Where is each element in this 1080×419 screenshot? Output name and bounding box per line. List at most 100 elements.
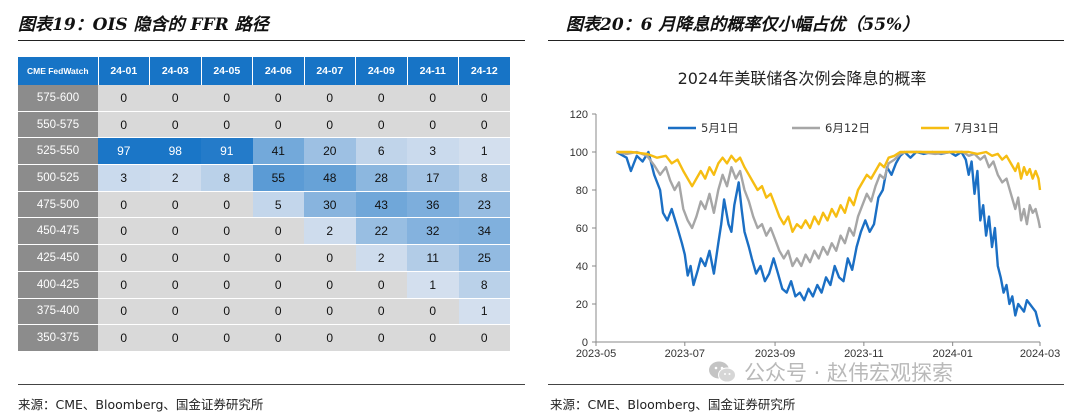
- table-header-row: CME FedWatch 24-01 24-03 24-05 24-06 24-07 24-…: [18, 57, 511, 85]
- probability-cell: 5: [252, 191, 304, 219]
- ffr-heatmap-table-wrap: CME FedWatch 24-01 24-03 24-05 24-06 24-07 24-…: [18, 57, 511, 352]
- probability-cell: 2: [304, 217, 356, 246]
- column-header-cell: 24-07: [304, 57, 356, 85]
- watermark: 公众号 · 赵伟宏观探索: [708, 357, 953, 387]
- probability-cell: 0: [98, 191, 150, 219]
- probability-cell: 36: [407, 191, 459, 219]
- chart-legend: 5月1日 6月12日 7月31日: [668, 121, 999, 135]
- probability-cell: 0: [304, 298, 356, 326]
- row-header-cell: 350-375: [18, 324, 98, 352]
- probability-cell: 0: [149, 111, 201, 139]
- probability-cell: 0: [252, 217, 304, 246]
- right-source-note: 来源：CME、Bloomberg、国金证券研究所: [550, 397, 796, 412]
- row-header-cell: 425-450: [18, 244, 98, 272]
- probability-cell: 1: [407, 271, 459, 299]
- table-row: 350-375 0 0 0 0 0 0 0 0: [18, 324, 510, 352]
- column-header-cell: 24-09: [355, 57, 408, 85]
- probability-cell: 0: [304, 324, 356, 352]
- y-tick-label: 120: [570, 109, 588, 121]
- left-source-rule: [18, 384, 525, 385]
- x-tick-label: 2024-01: [932, 348, 972, 357]
- probability-cell: 0: [201, 191, 253, 219]
- right-figure-title: 图表20：6 月降息的概率仅小幅占优（55%）: [566, 15, 920, 35]
- column-header-cell: 24-05: [201, 57, 253, 85]
- y-tick-label: 40: [576, 261, 588, 273]
- y-tick-label: 60: [576, 223, 588, 235]
- x-tick-label: 2024-03: [1020, 348, 1060, 357]
- wechat-icon: [708, 360, 736, 384]
- column-header-cell: 24-06: [252, 57, 305, 85]
- x-tick-label: 2023-05: [576, 348, 616, 357]
- probability-cell: 25: [458, 244, 510, 272]
- probability-cell: 32: [407, 217, 459, 246]
- probability-cell: 55: [252, 164, 304, 192]
- table-row: 575-600 0 0 0 0 0 0 0 0: [18, 85, 510, 112]
- probability-cell: 0: [407, 85, 459, 112]
- probability-cell: 8: [458, 164, 510, 192]
- probability-cell: 0: [149, 244, 201, 272]
- probability-cell: 3: [407, 137, 459, 166]
- probability-cell: 0: [201, 324, 253, 352]
- probability-cell: 0: [304, 85, 356, 112]
- column-header-cell: 24-01: [98, 57, 150, 85]
- probability-cell: 0: [98, 324, 150, 352]
- x-tick-label: 2023-11: [844, 348, 884, 357]
- left-source-note: 来源：CME、Bloomberg、国金证券研究所: [18, 397, 264, 412]
- probability-cell: 0: [201, 217, 253, 246]
- probability-cell: 30: [304, 191, 356, 219]
- legend-label: 7月31日: [954, 121, 999, 135]
- probability-cell: 1: [458, 298, 510, 326]
- probability-cell: 0: [355, 271, 407, 299]
- probability-cell: 91: [201, 137, 253, 166]
- rate-cut-probability-line-chart: 2024年美联储各次例会降息的概率 5月1日 6月12日 7月31日 0 20 40 60…: [570, 69, 1061, 357]
- probability-cell: 0: [458, 324, 510, 352]
- row-header-cell: 450-475: [18, 217, 98, 246]
- probability-cell: 0: [304, 111, 356, 139]
- column-header-cell: 24-12: [458, 57, 511, 85]
- x-tick-label: 2023-07: [665, 348, 705, 357]
- series-line: [615, 150, 1042, 328]
- probability-cell: 0: [98, 271, 150, 299]
- table-row: 550-575 0 0 0 0 0 0 0 0: [18, 111, 510, 139]
- probability-cell: 8: [458, 271, 510, 299]
- ffr-heatmap-table: CME FedWatch 24-01 24-03 24-05 24-06 24-07 24-…: [18, 57, 511, 352]
- probability-cell: 48: [304, 164, 356, 192]
- chart-axes: 0 20 40 60 80 100 120 2023-05 2023-07 2023-09 2023…: [570, 109, 1061, 357]
- probability-cell: 0: [98, 111, 150, 139]
- probability-cell: 0: [355, 298, 407, 326]
- probability-cell: 0: [201, 111, 253, 139]
- chart-title: 2024年美联储各次例会降息的概率: [678, 69, 927, 88]
- table-row: 400-425 0 0 0 0 0 0 1 8: [18, 271, 510, 299]
- row-header-cell: 550-575: [18, 111, 98, 139]
- probability-cell: 0: [201, 244, 253, 272]
- probability-cell: 22: [355, 217, 407, 246]
- probability-cell: 0: [304, 244, 356, 272]
- table-row: 525-550 97 98 91 41 20 6 3 1: [18, 137, 510, 166]
- probability-cell: 0: [252, 85, 304, 112]
- probability-cell: 0: [201, 298, 253, 326]
- probability-cell: 0: [98, 217, 150, 246]
- probability-cell: 0: [149, 85, 201, 112]
- row-header-cell: 400-425: [18, 271, 98, 299]
- table-row: 475-500 0 0 0 5 30 43 36 23: [18, 191, 510, 219]
- probability-cell: 0: [201, 271, 253, 299]
- watermark-text: 公众号 · 赵伟宏观探索: [744, 361, 954, 385]
- probability-cell: 0: [407, 111, 459, 139]
- row-header-cell: 375-400: [18, 298, 98, 326]
- table-body: 575-600 0 0 0 0 0 0 0 0 550-575 0 0 0 0 0 0 0 0 525-550 97 9…: [18, 85, 510, 352]
- probability-cell: 0: [98, 298, 150, 326]
- probability-cell: 34: [458, 217, 510, 246]
- probability-cell: 98: [149, 137, 201, 166]
- right-source-rule: [548, 384, 1064, 385]
- probability-cell: 11: [407, 244, 459, 272]
- probability-cell: 0: [458, 85, 510, 112]
- left-title-rule: [18, 40, 525, 41]
- corner-header-cell: CME FedWatch: [18, 57, 99, 85]
- probability-cell: 0: [355, 324, 407, 352]
- probability-cell: 0: [98, 85, 150, 112]
- left-figure-title: 图表19：OIS 隐含的 FFR 路径: [18, 15, 269, 35]
- probability-cell: 0: [252, 244, 304, 272]
- probability-cell: 97: [98, 137, 150, 166]
- probability-cell: 0: [252, 271, 304, 299]
- y-tick-label: 20: [576, 299, 588, 311]
